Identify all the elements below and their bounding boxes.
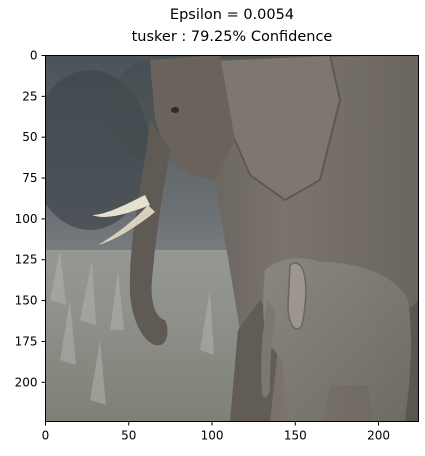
y-tick-label: 0	[30, 49, 38, 63]
y-tick-label: 125	[15, 253, 38, 267]
x-tick-label: 0	[42, 429, 50, 443]
y-tick-label: 50	[22, 130, 37, 144]
y-tick-label: 175	[15, 334, 38, 348]
y-tick-label: 75	[22, 171, 37, 185]
x-tick-label: 200	[367, 429, 390, 443]
y-tick-label: 25	[22, 89, 37, 103]
y-tick-label: 150	[15, 294, 38, 308]
figure-title-epsilon: Epsilon = 0.0054	[169, 7, 295, 23]
y-tick-label: 200	[15, 375, 38, 389]
x-tick-label: 50	[121, 429, 136, 443]
x-tick-label: 150	[284, 429, 307, 443]
x-tick-label: 100	[201, 429, 224, 443]
figure-title-prediction: tusker : 79.25% Confidence	[131, 29, 333, 45]
axes-frame	[45, 55, 419, 422]
y-tick-label: 100	[15, 212, 38, 226]
elephant-photo	[45, 55, 419, 421]
